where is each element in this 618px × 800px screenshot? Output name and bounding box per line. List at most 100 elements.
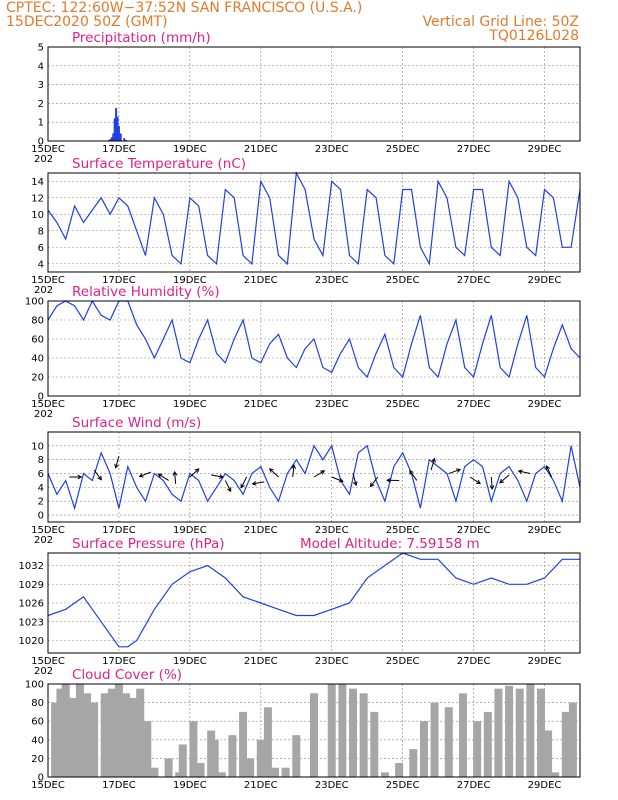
- cloud-bar: [458, 693, 467, 777]
- wind-arrow: [189, 468, 200, 478]
- wind-arrow: [139, 471, 152, 477]
- cloud-bar: [515, 688, 524, 777]
- x-tick-label: 21DEC: [244, 656, 278, 667]
- wind-line: [47, 444, 581, 511]
- panel-frame: [47, 172, 581, 273]
- precip-bar: [109, 139, 112, 141]
- y-tick-label: 10: [31, 210, 44, 221]
- x-tick-label: 15DEC: [31, 656, 65, 667]
- x-tick-label: 25DEC: [386, 144, 420, 155]
- y-tick-label: 2: [38, 99, 44, 110]
- cloud-bar: [349, 688, 358, 777]
- panel-title: Surface Wind (m/s): [72, 415, 201, 431]
- cloud-bar: [90, 702, 99, 777]
- cloud-bar: [380, 772, 389, 777]
- x-tick-label: 27DEC: [457, 525, 491, 536]
- cloud-bar: [136, 688, 145, 777]
- y-tick-label: 80: [31, 316, 44, 327]
- x-tick-label: 15DEC: [31, 275, 65, 286]
- wind-arrow-head: [476, 479, 481, 485]
- header: CPTEC: 122:60W−37:52N SAN FRANCISCO (U.S…: [6, 0, 579, 44]
- x-tick-label: 27DEC: [457, 656, 491, 667]
- wind-arrow: [252, 481, 265, 485]
- x-tick-label: 17DEC: [102, 780, 136, 791]
- wind-arrow: [158, 473, 169, 481]
- x-tick-label: 29DEC: [528, 525, 562, 536]
- cloud-bar: [494, 688, 503, 777]
- x-tick-label: 23DEC: [315, 525, 349, 536]
- cloud-bar: [568, 702, 577, 777]
- cloud-bar: [129, 697, 138, 777]
- x-tick-label: 23DEC: [315, 399, 349, 410]
- panel-cloud: 0 20 40 60 80 100 15DEC 17DEC 19DEC 21DEC 23DEC 25D…: [25, 667, 581, 791]
- cloud-bar: [359, 693, 368, 777]
- year-fragment: 202: [34, 154, 53, 165]
- y-tick-label: 3: [38, 80, 44, 91]
- cloud-bar: [100, 693, 109, 777]
- x-tick-label: 27DEC: [457, 780, 491, 791]
- cloud-bar: [164, 758, 173, 777]
- header-vertical-grid: Vertical Grid Line: 50Z: [423, 14, 579, 30]
- y-tick-label: 12: [31, 193, 44, 204]
- precip-bar: [116, 116, 119, 141]
- panel-title: Surface Temperature (nC): [72, 156, 246, 172]
- wind-arrow-head: [291, 464, 296, 469]
- cloud-bar: [68, 697, 77, 777]
- cloud-bar: [246, 758, 255, 777]
- cloud-bar: [561, 711, 570, 777]
- x-tick-label: 25DEC: [386, 275, 420, 286]
- wind-arrow-head: [227, 487, 232, 493]
- cloud-bar: [338, 684, 347, 777]
- cloud-bar: [107, 688, 116, 777]
- panel-precipitation: 0 1 2 3 4 5 15DEC 17DEC 19DEC 21DEC 23DEC 25DEC 27DE…: [31, 30, 581, 165]
- wind-arrow: [240, 476, 248, 488]
- x-tick-label: 15DEC: [31, 144, 65, 155]
- y-tick-label: 5: [38, 43, 44, 54]
- panel-frame: [47, 683, 581, 778]
- x-tick-label: 17DEC: [102, 144, 136, 155]
- y-tick-label: 20: [31, 373, 44, 384]
- wind-arrow: [331, 476, 344, 482]
- wind-arrow-head: [251, 481, 257, 486]
- wind-arrow-head: [517, 469, 523, 475]
- panel-frame: [47, 46, 581, 142]
- y-tick-label: 1029: [19, 580, 44, 591]
- year-fragment: 202: [34, 285, 53, 296]
- wind-arrow: [469, 476, 481, 484]
- y-tick-label: 4: [38, 259, 44, 270]
- x-tick-label: 23DEC: [315, 144, 349, 155]
- wind-arrow-head: [194, 468, 200, 473]
- panel-humidity: 0 20 40 60 80 100 15DEC 17DEC 19DEC 21DEC 23DEC 25D…: [25, 284, 581, 420]
- cloud-bar: [75, 684, 84, 777]
- wind-arrow: [448, 468, 461, 475]
- x-tick-label: 15DEC: [31, 780, 65, 791]
- cloud-bar: [270, 767, 279, 777]
- cloud-bar: [473, 721, 482, 777]
- y-tick-label: 8: [38, 455, 44, 466]
- wind-arrow-head: [545, 465, 551, 471]
- x-tick-label: 25DEC: [386, 399, 420, 410]
- wind-arrow: [224, 480, 232, 492]
- y-tick-label: 1032: [19, 561, 44, 572]
- y-tick-label: 14: [31, 177, 44, 188]
- cloud-bar: [61, 684, 70, 777]
- y-tick-label: 1: [38, 118, 44, 129]
- wind-arrow-head: [77, 474, 83, 480]
- cloud-bar: [370, 711, 379, 777]
- wind-arrow-head: [338, 478, 344, 483]
- x-tick-label: 29DEC: [528, 656, 562, 667]
- year-fragment: 202: [34, 409, 53, 420]
- cloud-bar: [196, 763, 205, 777]
- y-tick-label: 6: [38, 243, 44, 254]
- cloud-bar: [122, 693, 131, 777]
- x-tick-label: 19DEC: [173, 525, 207, 536]
- wind-arrow: [490, 476, 493, 490]
- x-tick-label: 29DEC: [528, 144, 562, 155]
- cloud-bar: [430, 702, 439, 777]
- wind-arrow-head: [489, 485, 495, 491]
- x-tick-label: 25DEC: [386, 780, 420, 791]
- panel-pressure: 1020 1023 1026 1029 1032 15DEC 17DEC 19DEC 21DEC…: [19, 536, 581, 677]
- x-tick-label: 17DEC: [102, 525, 136, 536]
- x-tick-label: 23DEC: [315, 275, 349, 286]
